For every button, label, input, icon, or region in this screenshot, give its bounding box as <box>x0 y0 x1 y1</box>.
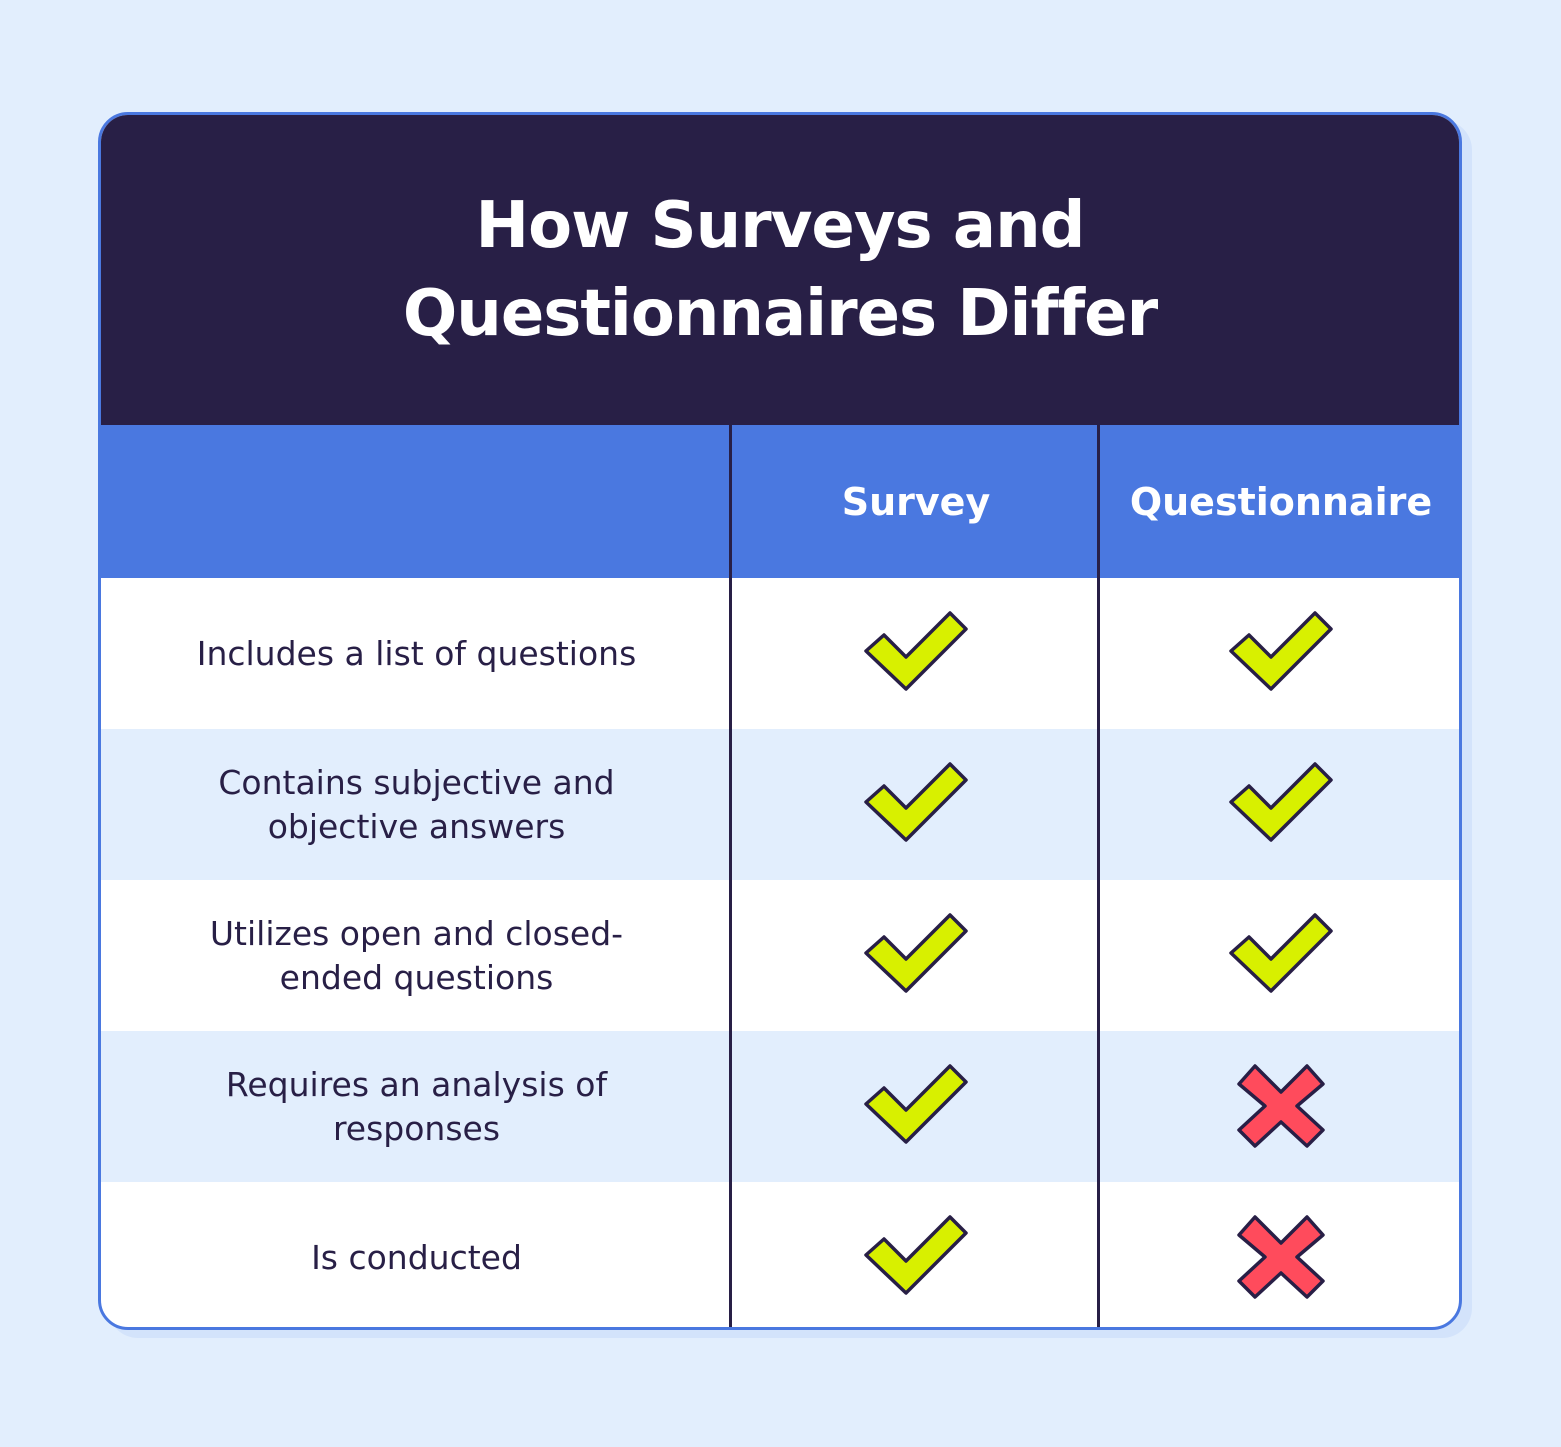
check-icon <box>864 1064 968 1144</box>
table-row: Contains subjective and objective answer… <box>101 729 1459 880</box>
table-header: Survey Questionnaire <box>101 425 1459 578</box>
row-label-text: Is conducted <box>311 1237 522 1277</box>
row-label: Includes a list of questions <box>101 578 732 729</box>
row-label-text: Contains subjective and objective answer… <box>218 762 615 846</box>
row-label-text: Includes a list of questions <box>196 633 637 673</box>
column-header-questionnaire: Questionnaire <box>1129 479 1433 524</box>
check-icon <box>1229 611 1333 691</box>
check-icon <box>864 1215 968 1295</box>
cross-icon <box>1237 1215 1325 1299</box>
table-row: Requires an analysis of responses <box>101 1031 1459 1182</box>
check-icon <box>864 611 968 691</box>
check-icon <box>1229 762 1333 842</box>
table-row: Includes a list of questions <box>101 578 1459 729</box>
check-icon <box>864 762 968 842</box>
table-row: Utilizes open and closed-ended questions <box>101 880 1459 1031</box>
column-divider-1 <box>729 425 732 1327</box>
column-header-survey: Survey <box>841 479 991 524</box>
check-icon <box>1229 913 1333 993</box>
cross-icon <box>1237 1064 1325 1148</box>
page-title: How Surveys and Questionnaires Differ <box>402 189 1158 351</box>
row-label: Utilizes open and closed-ended questions <box>101 880 732 1031</box>
row-label: Contains subjective and objective answer… <box>101 729 732 880</box>
row-label: Requires an analysis of responses <box>101 1031 732 1182</box>
comparison-card: How Surveys and Questionnaires Differ Su… <box>98 112 1462 1330</box>
row-label-text: Requires an analysis of responses <box>225 1064 608 1148</box>
table-row: Is conducted <box>101 1182 1459 1327</box>
title-bar: How Surveys and Questionnaires Differ <box>101 115 1459 425</box>
column-divider-2 <box>1097 425 1100 1327</box>
row-label-text: Utilizes open and closed-ended questions <box>209 913 624 997</box>
row-label: Is conducted <box>101 1182 732 1327</box>
check-icon <box>864 913 968 993</box>
